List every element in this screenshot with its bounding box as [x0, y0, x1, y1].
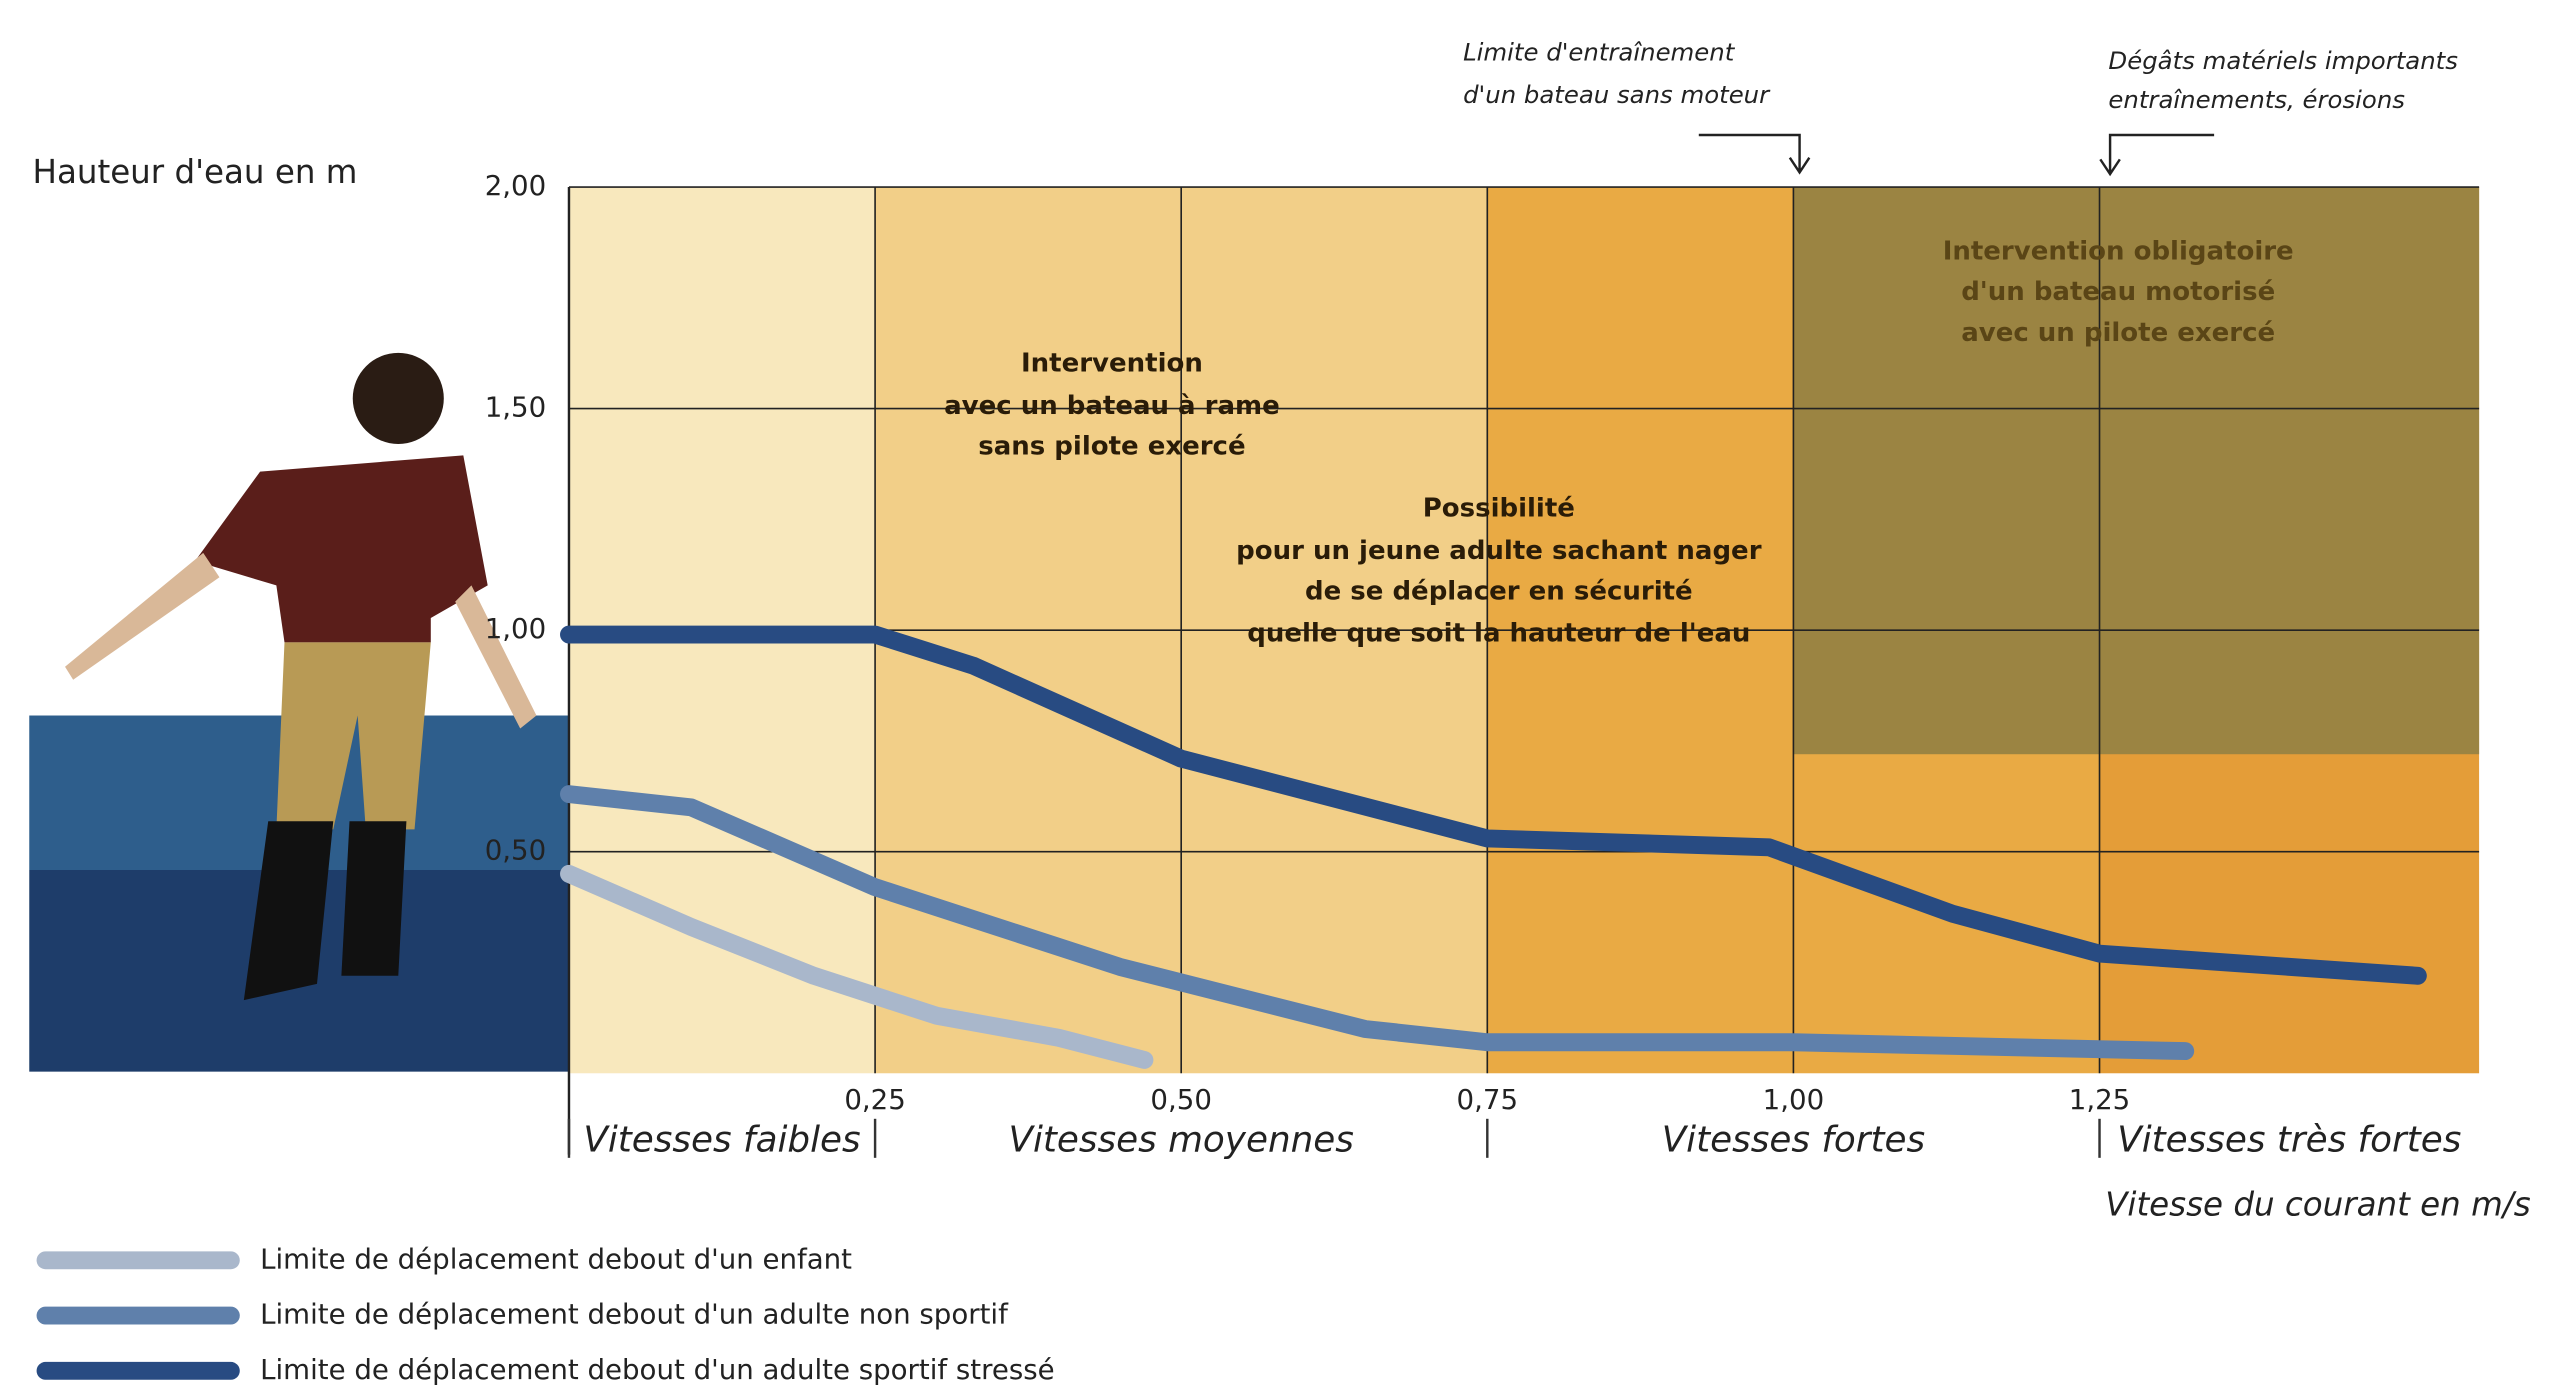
annotation: de se déplacer en sécurité: [1305, 576, 1693, 606]
y-tick-label: 2,00: [485, 169, 547, 202]
shaded-region: [1793, 187, 2479, 754]
figure: [29, 353, 569, 1072]
zone-label: Vitesses très fortes: [2117, 1120, 2461, 1161]
annotation: Dégâts matériels importants: [2108, 46, 2458, 75]
x-axis-label: Vitesse du courant en m/s: [2105, 1186, 2531, 1224]
annotation: d'un bateau sans moteur: [1463, 80, 1771, 109]
x-tick-label: 0,75: [1457, 1083, 1519, 1116]
shirt: [195, 455, 488, 642]
y-axis-label: Hauteur d'eau en m: [33, 153, 358, 191]
arrow: [1699, 135, 1810, 172]
annotation: pour un jeune adulte sachant nager: [1236, 536, 1762, 566]
legend-label: Limite de déplacement debout d'un adulte…: [260, 1353, 1055, 1386]
x-tick-label: 1,00: [1763, 1083, 1825, 1116]
annotation: entraînements, érosions: [2108, 85, 2405, 114]
annotation: avec un pilote exercé: [1961, 318, 2275, 348]
page: Hauteur d'eau en m Vitesse du courant en…: [0, 0, 2549, 1392]
arrow: [2100, 135, 2214, 174]
chart: Hauteur d'eau en m Vitesse du courant en…: [0, 0, 2549, 1392]
x-tick-label: 1,25: [2069, 1083, 2131, 1116]
annotation: avec un bateau à rame: [944, 391, 1280, 421]
y-tick-label: 0,50: [485, 834, 547, 867]
y-tick-label: 1,00: [485, 612, 547, 645]
x-tick-label: 0,50: [1150, 1083, 1212, 1116]
head: [353, 353, 444, 444]
zone-label: Vitesses faibles: [583, 1120, 860, 1161]
legend-label: Limite de déplacement debout d'un enfant: [260, 1242, 852, 1275]
zone-label: Vitesses fortes: [1662, 1120, 1925, 1161]
legend-label: Limite de déplacement debout d'un adulte…: [260, 1298, 1009, 1331]
zone-label: Vitesses moyennes: [1009, 1120, 1354, 1161]
annotation: Intervention: [1021, 349, 1203, 379]
x-tick-label: 0,25: [844, 1083, 906, 1116]
annotation: Limite d'entraînement: [1463, 38, 1736, 67]
annotation: Possibilité: [1423, 493, 1575, 523]
annotation: sans pilote exercé: [978, 432, 1245, 462]
annotation: d'un bateau motorisé: [1961, 277, 2275, 307]
y-tick-label: 1,50: [485, 391, 547, 424]
annotation: Intervention obligatoire: [1943, 237, 2294, 267]
annotation: quelle que soit la hauteur de l'eau: [1247, 619, 1750, 649]
